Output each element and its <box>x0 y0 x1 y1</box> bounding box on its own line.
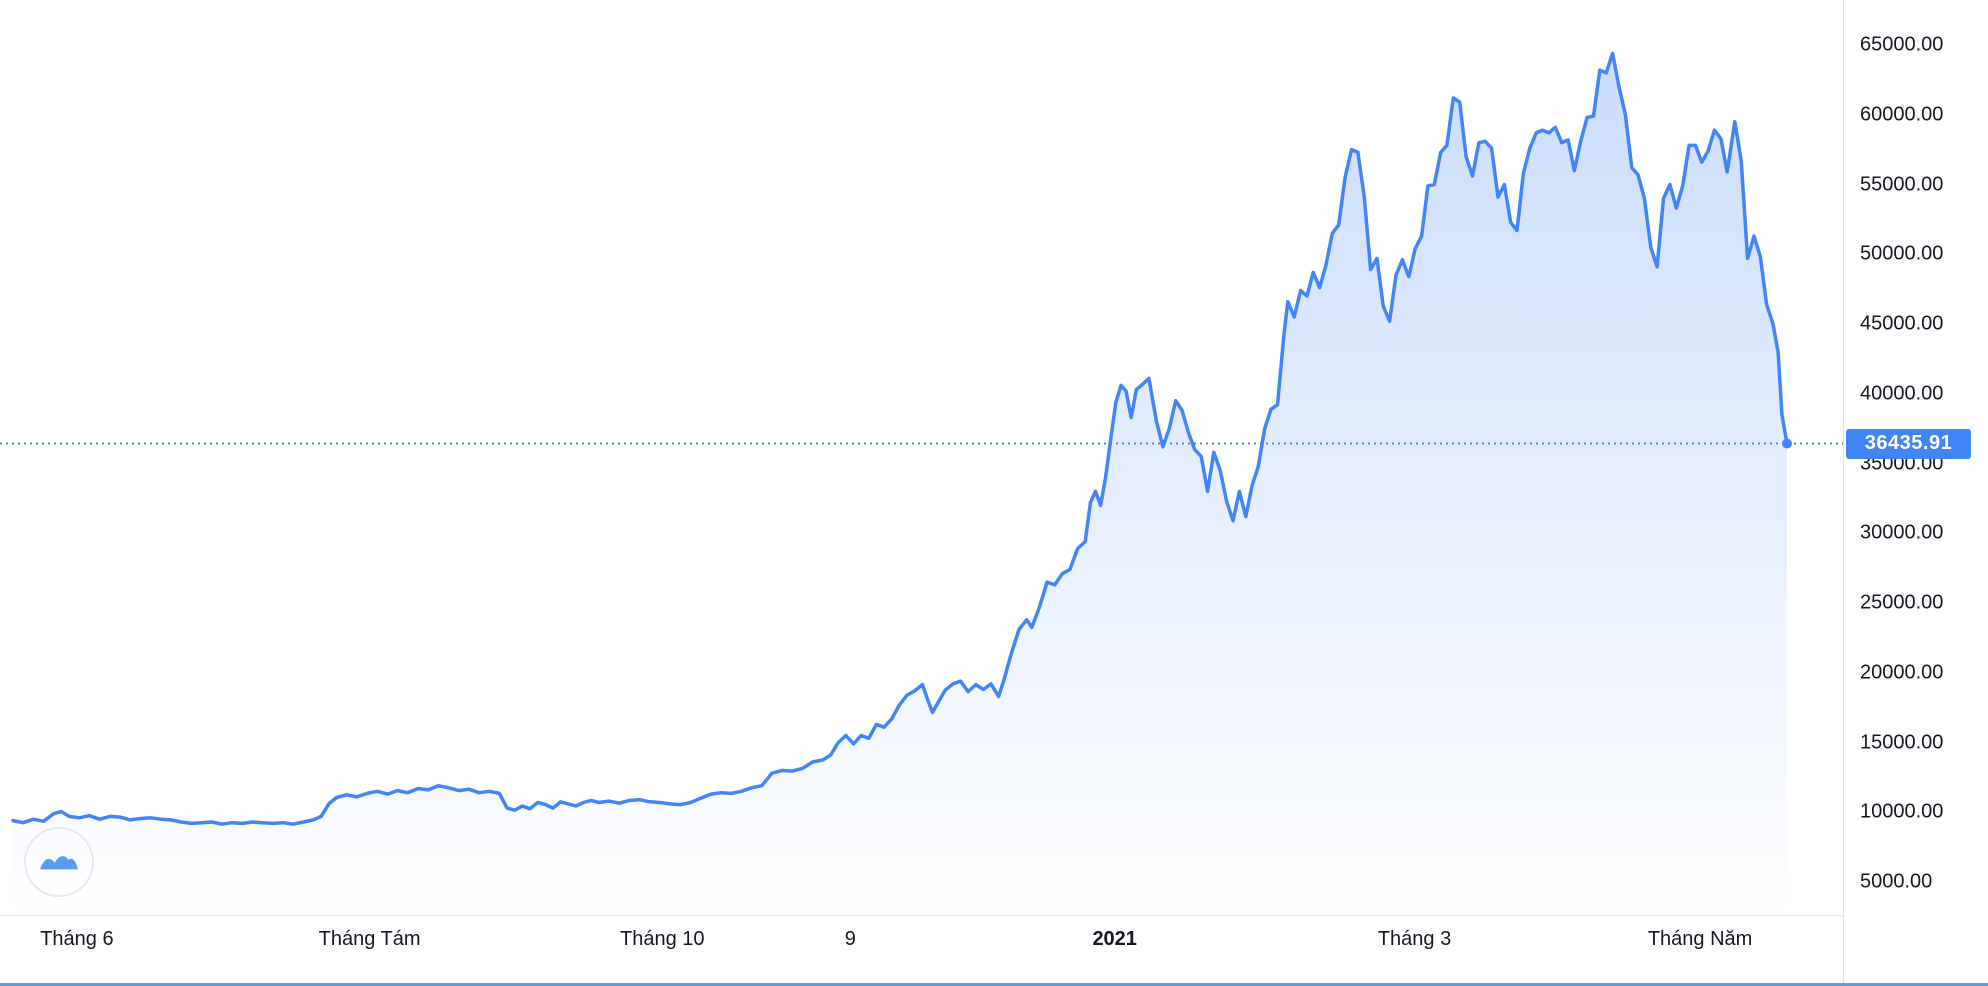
price-axis-label: 45000.00 <box>1860 312 1944 335</box>
last-price-marker <box>1782 438 1792 449</box>
price-axis-label: 40000.00 <box>1860 382 1944 405</box>
time-axis-label: Tháng Tám <box>318 928 421 950</box>
time-axis-label: Tháng 10 <box>620 928 705 950</box>
price-axis-label: 60000.00 <box>1860 103 1944 126</box>
price-axis-label: 55000.00 <box>1860 173 1944 195</box>
price-axis-label: 10000.00 <box>1860 800 1944 823</box>
price-axis-label: 20000.00 <box>1860 661 1944 684</box>
time-axis-separator <box>0 915 1988 916</box>
price-chart-plot[interactable] <box>0 0 1843 915</box>
price-axis-label: 30000.00 <box>1860 521 1944 544</box>
price-line <box>11 51 1789 826</box>
price-axis-label: 25000.00 <box>1860 591 1944 614</box>
time-axis-label: 9 <box>844 928 856 950</box>
price-axis[interactable]: 65000.00 60000.00 55000.00 50000.00 45000.00… <box>1843 0 1988 986</box>
price-axis-label: 50000.00 <box>1860 242 1944 265</box>
watermark-chart-glyph <box>40 856 78 870</box>
time-axis-label: Tháng 6 <box>40 928 114 950</box>
time-axis-label: Tháng Năm <box>1647 928 1753 950</box>
price-axis-label: 65000.00 <box>1860 33 1944 56</box>
tradingview-logo-icon[interactable] <box>24 827 94 897</box>
price-axis-label: 15000.00 <box>1860 731 1944 753</box>
area-fill <box>13 53 1787 915</box>
price-axis-label: 5000.00 <box>1860 870 1933 893</box>
time-axis-label: Tháng 3 <box>1377 928 1452 950</box>
time-axis-label: 2021 <box>1092 928 1137 950</box>
time-axis[interactable]: Tháng 6 Tháng Tám Tháng 10 9 2021 Tháng 3 Thán… <box>0 916 1843 980</box>
current-price-label: 36435.91 <box>1846 428 1971 459</box>
bottom-accent-bar <box>0 983 1988 986</box>
